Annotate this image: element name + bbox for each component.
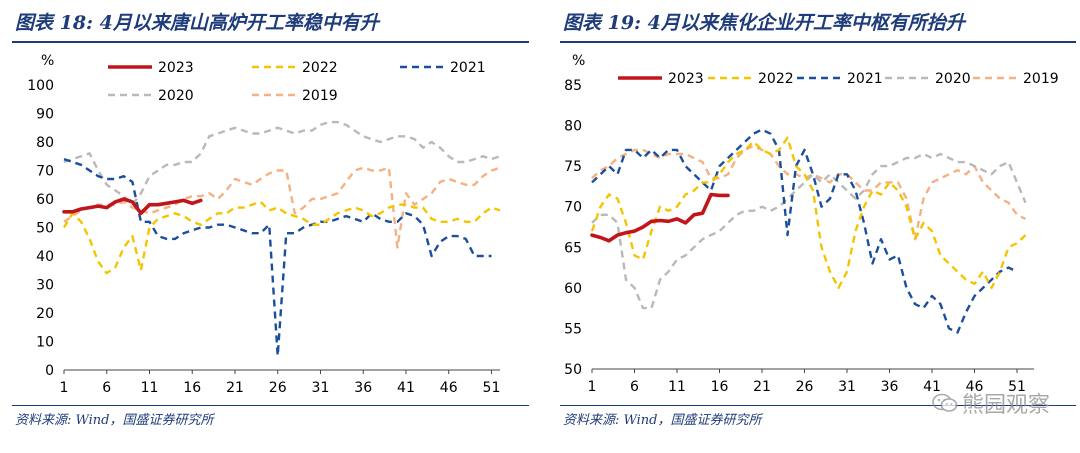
series-line-2020 — [63, 120, 501, 206]
x-tick-label: 6 — [630, 379, 639, 395]
y-tick-label: 85 — [564, 78, 582, 94]
x-tick-label: 16 — [711, 379, 729, 395]
y-tick-label: 75 — [564, 159, 582, 175]
chart-title: 图表 19: 4月以来焦化企业开工率中枢有所抬升 — [563, 12, 965, 34]
x-tick-label: 31 — [838, 379, 856, 395]
chart-title: 图表 18: 4月以来唐山高炉开工率稳中有升 — [15, 12, 379, 34]
legend-label-2019: 2019 — [1023, 71, 1059, 87]
series-line-2020 — [591, 152, 1027, 310]
y-tick-label: 40 — [36, 249, 54, 265]
series-line-2021 — [591, 128, 1018, 334]
source-divider — [12, 405, 529, 406]
y-tick-label: 100 — [27, 78, 54, 94]
x-tick-label: 46 — [966, 379, 984, 395]
title-divider — [560, 41, 1076, 43]
x-tick-label: 51 — [1008, 379, 1026, 395]
watermark: 熊园观察 — [932, 387, 1050, 419]
x-tick-label: 21 — [226, 380, 244, 396]
x-tick-label: 1 — [588, 379, 597, 395]
y-tick-label: 20 — [36, 306, 54, 322]
y-tick-label: 80 — [564, 119, 582, 135]
x-tick-label: 41 — [397, 380, 415, 396]
x-tick-label: 1 — [60, 380, 69, 396]
x-tick-label: 36 — [354, 380, 372, 396]
x-tick-label: 6 — [102, 380, 111, 396]
legend-label-2020: 2020 — [935, 71, 971, 87]
y-tick-label: 80 — [36, 135, 54, 151]
source-note: 资料来源: Wind，国盛证券研究所 — [563, 413, 762, 428]
x-tick-label: 41 — [923, 379, 941, 395]
legend-label-2023: 2023 — [158, 60, 194, 76]
x-tick-label: 31 — [312, 380, 330, 396]
legend-label-2022: 2022 — [758, 71, 794, 87]
legend-label-2023: 2023 — [668, 71, 704, 87]
legend-label-2019: 2019 — [302, 88, 338, 104]
x-tick-label: 11 — [668, 379, 686, 395]
x-tick-label: 46 — [440, 380, 458, 396]
x-tick-label: 11 — [141, 380, 159, 396]
x-tick-label: 26 — [796, 379, 814, 395]
legend-label-2022: 2022 — [302, 60, 338, 76]
watermark-text: 熊园观察 — [961, 393, 1050, 418]
series-line-2021 — [63, 157, 492, 357]
y-unit-label: % — [41, 53, 54, 69]
series-line-2019 — [63, 166, 501, 249]
y-tick-label: 0 — [45, 363, 54, 379]
y-tick-label: 60 — [36, 192, 54, 208]
x-tick-label: 51 — [483, 380, 501, 396]
series-line-2023 — [62, 197, 203, 216]
chart-panel-tangshan: 图表 18: 4月以来唐山高炉开工率稳中有升 % 0 10 20 30 40 50 60 70 8… — [0, 0, 533, 453]
series-line-2023 — [590, 192, 730, 243]
y-tick-label: 70 — [36, 164, 54, 180]
y-tick-label: 60 — [564, 281, 582, 297]
x-tick-label: 36 — [881, 379, 899, 395]
y-tick-label: 65 — [564, 240, 582, 256]
wechat-icon — [932, 393, 958, 412]
y-tick-label: 50 — [36, 221, 54, 237]
title-divider — [12, 41, 529, 43]
y-tick-label: 70 — [564, 200, 582, 216]
source-divider — [560, 405, 1076, 406]
x-tick-label: 21 — [753, 379, 771, 395]
legend-label-2020: 2020 — [158, 88, 194, 104]
legend-label-2021: 2021 — [450, 60, 486, 76]
x-tick-label: 26 — [269, 380, 287, 396]
y-tick-label: 10 — [36, 335, 54, 351]
series-line-2022 — [590, 136, 1027, 290]
series-line-2019 — [591, 144, 1027, 241]
source-note: 资料来源: Wind，国盛证券研究所 — [15, 413, 214, 428]
series-line-2022 — [62, 200, 501, 275]
chart-panel-coking: 图表 19: 4月以来焦化企业开工率中枢有所抬升 % 50 55 60 65 70 75 80… — [548, 0, 1080, 453]
x-tick-label: 16 — [183, 380, 201, 396]
legend-label-2021: 2021 — [847, 71, 883, 87]
y-tick-label: 90 — [36, 107, 54, 123]
y-tick-label: 50 — [564, 362, 582, 378]
y-unit-label: % — [572, 53, 585, 69]
y-tick-label: 55 — [564, 321, 582, 337]
y-tick-label: 30 — [36, 278, 54, 294]
